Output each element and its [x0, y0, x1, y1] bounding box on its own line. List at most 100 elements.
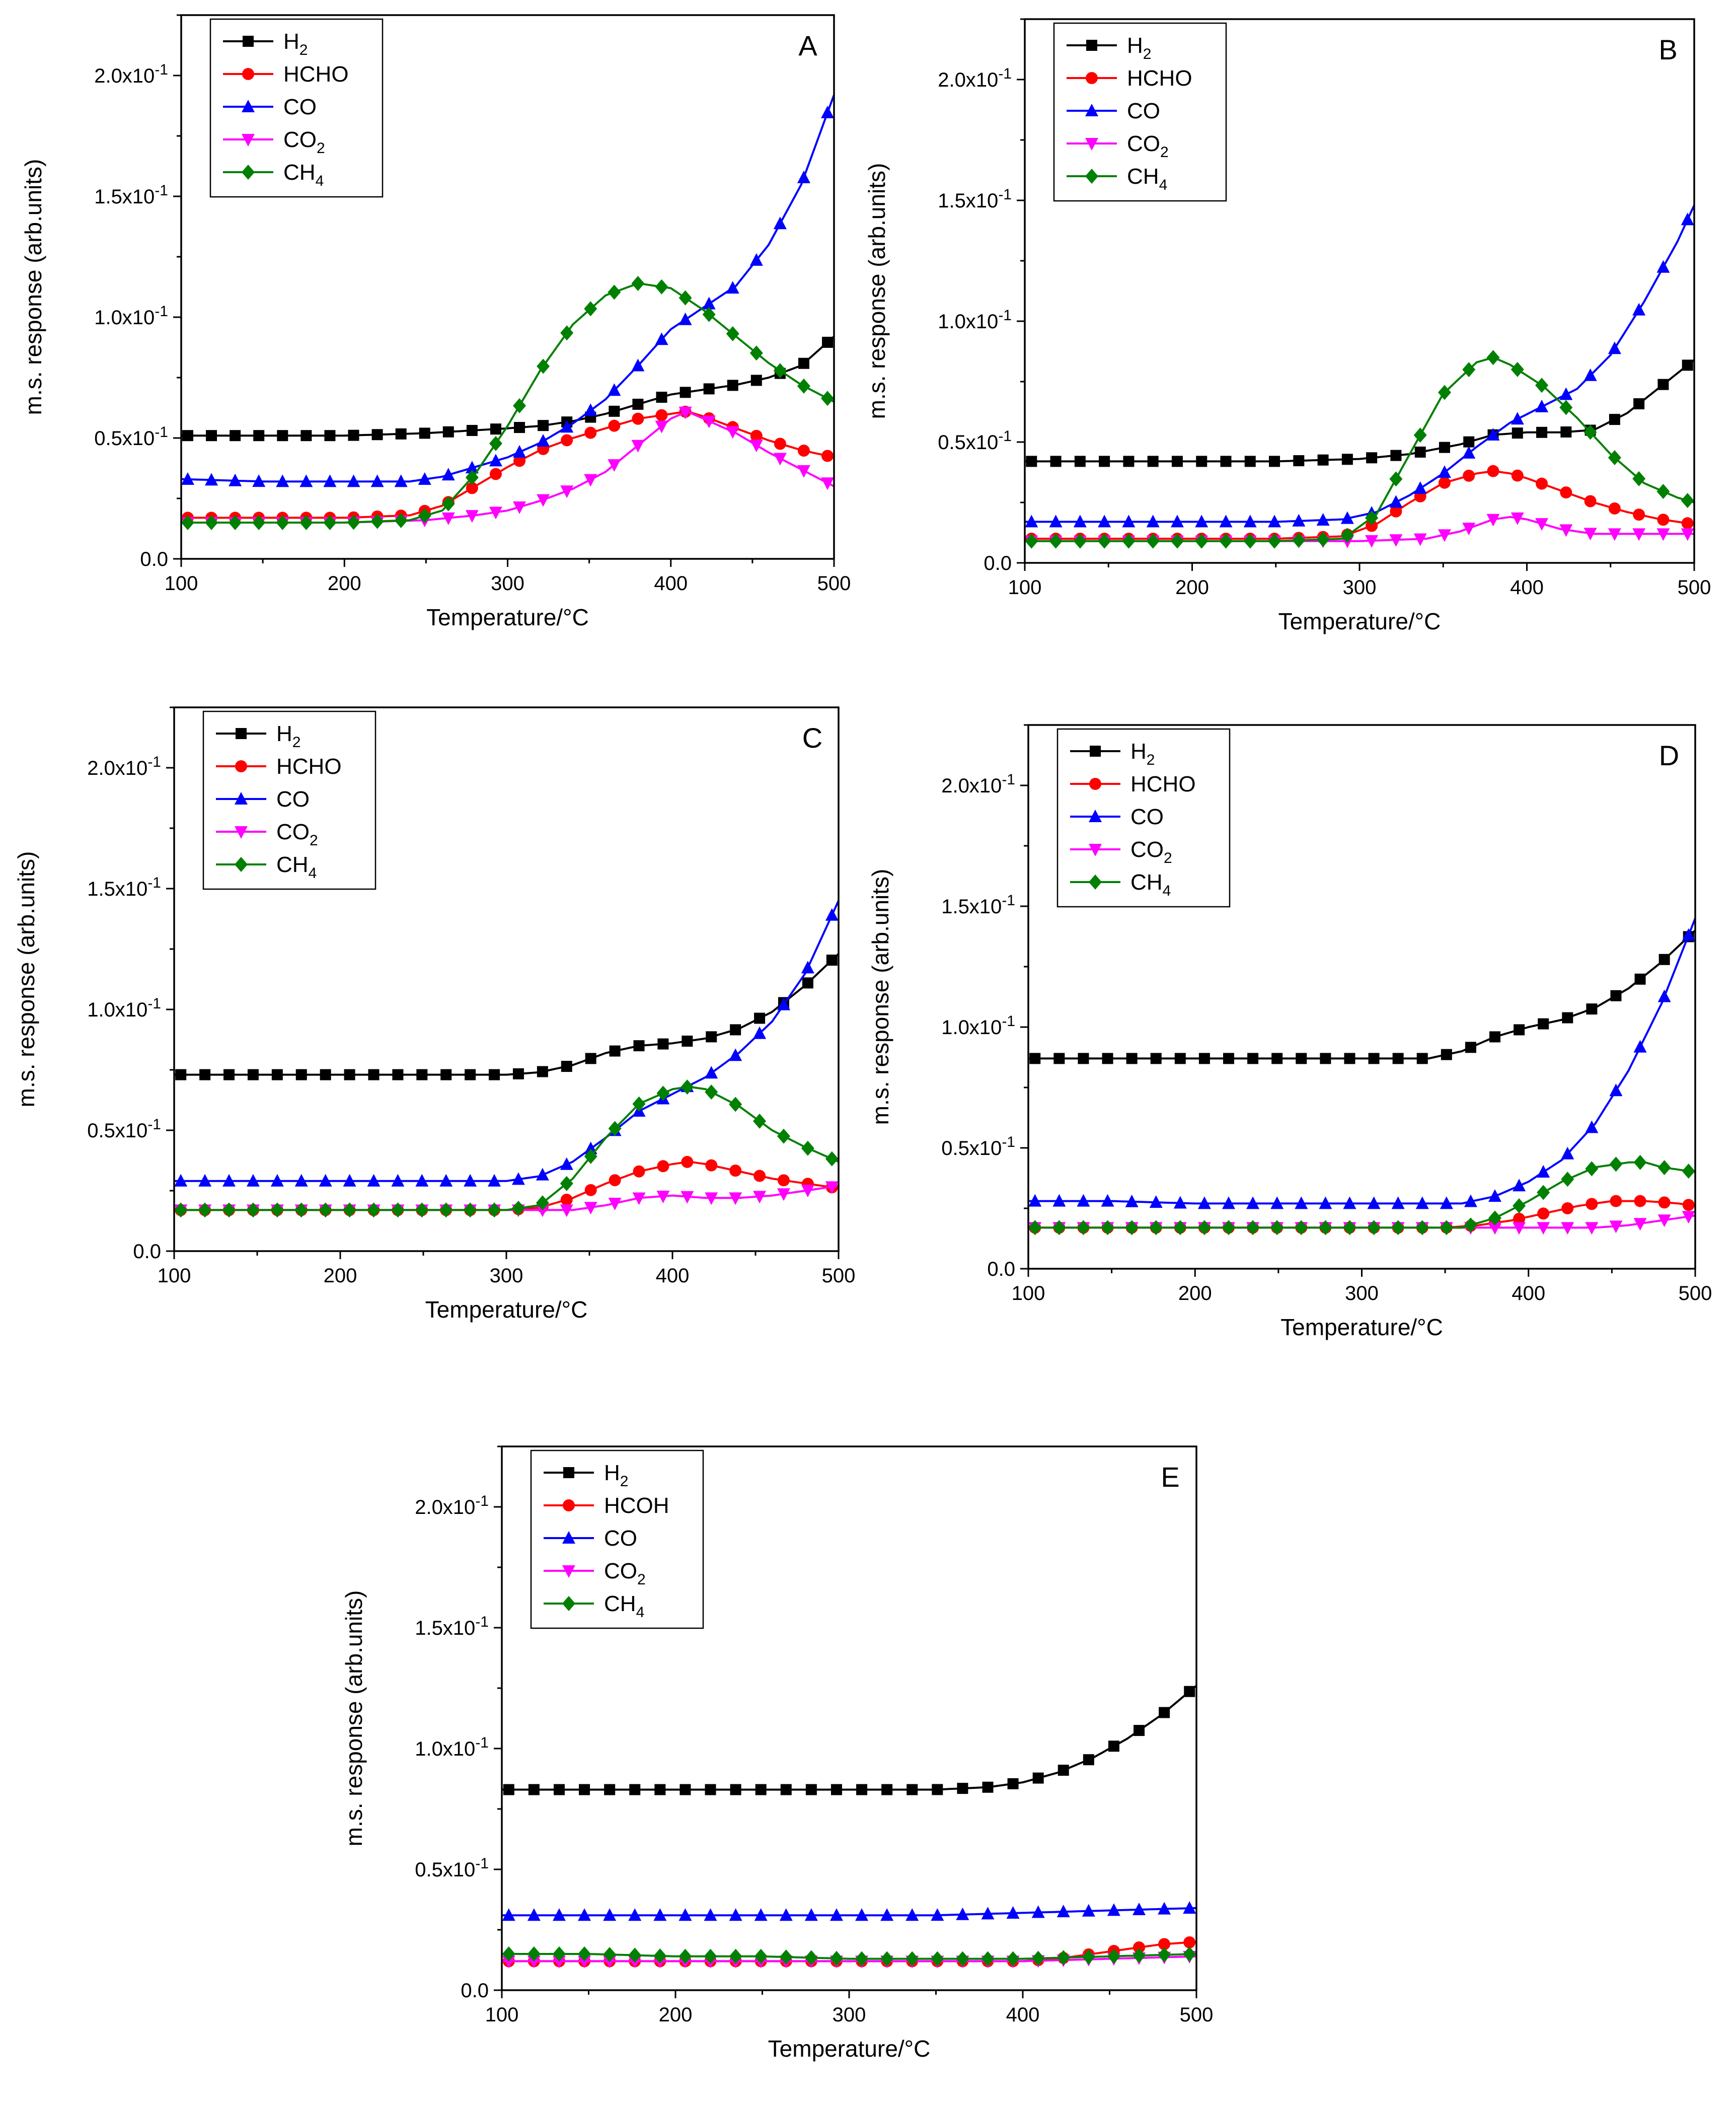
x-tick-label: 300 [833, 2004, 866, 2026]
marker-hcho [1610, 1195, 1622, 1207]
marker-co2 [578, 1955, 591, 1969]
marker-h2 [1392, 1053, 1404, 1064]
legend-marker-hcho [1086, 72, 1098, 84]
x-tick-label: 200 [1178, 1282, 1212, 1304]
marker-h2 [654, 1784, 666, 1795]
marker-co2 [1488, 1222, 1502, 1235]
y-tick-label: 0.5x10-1 [938, 428, 1012, 454]
marker-h2 [1074, 456, 1086, 467]
marker-co [631, 358, 645, 372]
marker-co2 [1537, 1222, 1550, 1235]
marker-ch4 [1158, 1947, 1171, 1963]
marker-co2 [1365, 535, 1379, 548]
marker-co [829, 1908, 843, 1921]
marker-h2 [780, 1784, 792, 1795]
marker-co [367, 1174, 381, 1187]
marker-h2 [1441, 1049, 1452, 1060]
marker-hcho [1681, 517, 1694, 530]
y-tick-label: 0.0 [133, 1241, 161, 1263]
marker-h2 [822, 336, 834, 348]
x-tick-label: 400 [1006, 2004, 1040, 2026]
marker-h2 [1134, 1725, 1145, 1736]
marker-co2 [681, 1191, 694, 1204]
marker-co2 [537, 494, 550, 507]
marker-co2 [1585, 1222, 1599, 1235]
legend-marker-co [1085, 104, 1098, 116]
marker-co [1559, 387, 1573, 400]
marker-co [441, 468, 455, 481]
series-line-co [502, 1907, 1197, 1917]
marker-co [1657, 989, 1671, 1002]
marker-co2 [1632, 528, 1646, 541]
marker-co [729, 1048, 742, 1061]
marker-h2 [1538, 1018, 1549, 1030]
marker-ch4 [705, 1084, 718, 1100]
series-line-co [1025, 204, 1695, 523]
marker-co2 [821, 477, 835, 490]
marker-co [1609, 1083, 1623, 1097]
x-axis-title: Temperature/°C [768, 2036, 931, 2062]
marker-hcho [1608, 502, 1621, 515]
marker-co2 [502, 1955, 515, 1969]
y-axis-title: m.s. response (arb.units) [13, 851, 39, 1108]
marker-co [513, 445, 526, 458]
marker-ch4 [1170, 533, 1184, 549]
marker-co [174, 1174, 188, 1187]
marker-h2 [982, 1781, 994, 1793]
panel-label: B [1658, 34, 1677, 65]
marker-co [1133, 1902, 1146, 1915]
marker-h2 [395, 428, 407, 440]
marker-ch4 [1340, 528, 1354, 543]
marker-co2 [1413, 533, 1427, 546]
marker-h2 [802, 977, 813, 989]
series-line-h2 [174, 953, 840, 1076]
marker-hcho [608, 419, 621, 432]
y-tick-label: 1.5x10-1 [941, 892, 1015, 918]
y-tick-label: 1.5x10-1 [94, 182, 168, 208]
marker-ch4 [1049, 533, 1063, 549]
marker-co [678, 1908, 692, 1921]
y-tick-label: 0.0 [984, 552, 1012, 574]
marker-ch4 [1122, 533, 1136, 549]
marker-h2 [1196, 456, 1207, 467]
legend-label-co: CO [276, 787, 310, 812]
x-tick-label: 100 [158, 1265, 191, 1287]
marker-h2 [680, 387, 691, 398]
marker-co [797, 170, 810, 183]
marker-h2 [1244, 456, 1256, 467]
marker-ch4 [1486, 350, 1500, 366]
marker-co [205, 473, 218, 486]
marker-h2 [1463, 436, 1475, 448]
marker-hcoh [1183, 1936, 1196, 1948]
marker-ch4 [704, 1948, 717, 1964]
marker-co [552, 1908, 566, 1921]
marker-co [1656, 260, 1670, 273]
marker-h2 [1198, 1053, 1210, 1064]
marker-co [1246, 1196, 1260, 1209]
marker-ch4 [370, 514, 384, 529]
marker-ch4 [205, 515, 218, 530]
marker-co [1197, 1196, 1211, 1209]
marker-ch4 [343, 1202, 356, 1218]
marker-hcho [609, 1174, 621, 1187]
marker-hcho [1511, 469, 1524, 482]
marker-co [370, 474, 384, 487]
marker-co [801, 961, 814, 974]
marker-h2 [1147, 456, 1159, 467]
marker-co [1082, 1904, 1095, 1917]
marker-co2 [1657, 1214, 1671, 1227]
marker-h2 [466, 424, 478, 436]
x-tick-label: 200 [324, 1265, 357, 1287]
legend-label-co: CO [1127, 99, 1160, 123]
marker-co [1031, 1905, 1045, 1918]
marker-ch4 [726, 326, 739, 341]
marker-h2 [1171, 456, 1183, 467]
marker-co [1077, 1194, 1090, 1207]
marker-co [1158, 1902, 1171, 1915]
marker-ch4 [1173, 1220, 1187, 1236]
marker-co [347, 474, 360, 487]
marker-hcoh [1158, 1938, 1171, 1950]
y-tick-label: 2.0x10-1 [94, 61, 168, 87]
marker-ch4 [270, 1202, 284, 1218]
